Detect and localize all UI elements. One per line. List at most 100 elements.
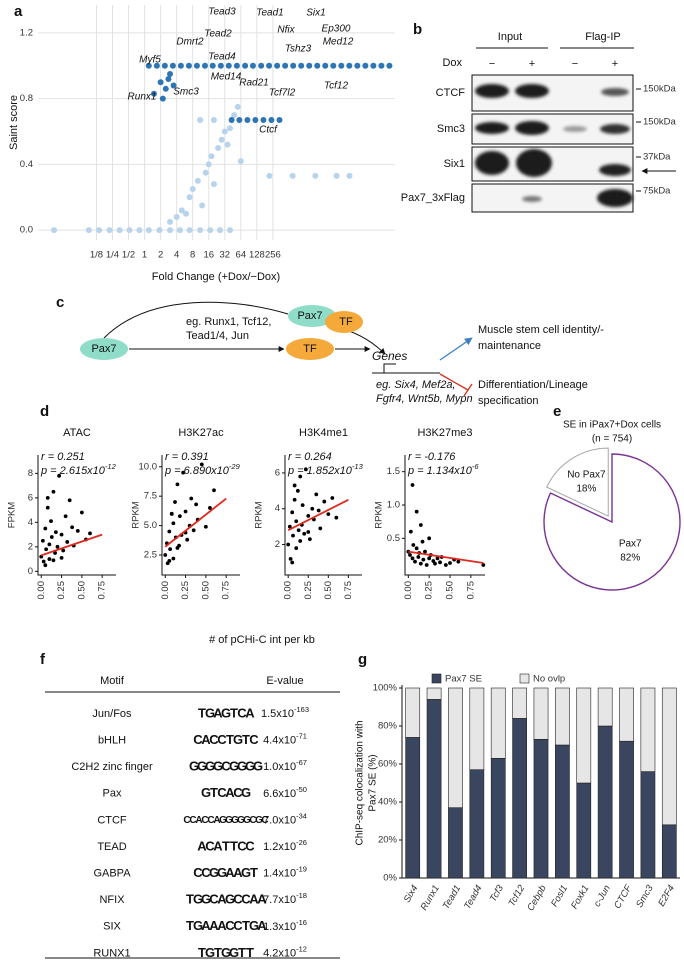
point — [177, 62, 184, 69]
logo-letter: A — [217, 918, 227, 933]
point — [75, 529, 80, 533]
y-axis-label: ChIP-seq colocalization with — [355, 720, 366, 845]
point — [47, 542, 52, 547]
point — [43, 563, 48, 568]
motif-name: SIX — [103, 921, 121, 933]
point — [334, 515, 339, 520]
logo-letter: G — [193, 892, 203, 907]
logo-letter: C — [189, 815, 196, 826]
band — [599, 164, 631, 176]
y-tick-label: 1.0 — [387, 500, 400, 511]
x-tick-label: 4 — [174, 250, 179, 261]
point — [170, 82, 177, 89]
y-tick-label: 2 — [28, 541, 33, 552]
outcome: specification — [478, 395, 539, 407]
point — [234, 103, 241, 110]
logo-letter: C — [233, 785, 243, 800]
point — [126, 227, 133, 234]
y-tick-label: 7.5 — [144, 491, 157, 502]
stat-r: r = 0.391 — [165, 451, 209, 463]
point — [51, 227, 58, 234]
point — [314, 62, 321, 69]
gene-label: Tead3 — [208, 7, 236, 18]
band — [475, 84, 509, 98]
p-exponent: -13 — [352, 462, 364, 471]
y-tick-label: 20% — [378, 835, 398, 846]
point — [212, 488, 216, 493]
x-tick-label: Tcf3 — [488, 883, 507, 904]
point — [435, 556, 440, 561]
point — [310, 506, 315, 511]
logo-letter: C — [193, 732, 203, 747]
x-tick-label: 0.00 — [403, 581, 414, 600]
x-tick-label: Foxk1 — [569, 883, 591, 911]
point — [173, 500, 177, 504]
logo-letter: G — [255, 815, 263, 826]
x-tick-label: Fosl1 — [549, 883, 570, 909]
logo-letter: G — [231, 815, 239, 826]
point — [185, 62, 192, 69]
logo-letter: G — [201, 785, 211, 800]
outcome: Muscle stem cell identity/- — [478, 324, 604, 336]
point — [53, 551, 57, 555]
pie-slice — [543, 453, 681, 591]
bar-segment — [661, 687, 677, 826]
stat-p: p = 2.615x10-12 — [40, 462, 117, 477]
x-axis-label: # of pCHi-C int per kb — [209, 634, 315, 646]
point — [290, 62, 297, 69]
bar-segment — [405, 687, 421, 738]
fit-line — [40, 533, 103, 557]
point — [266, 172, 273, 179]
point — [171, 521, 176, 526]
logo-letter: T — [246, 945, 254, 960]
y-tick-label: 100% — [373, 683, 398, 694]
bar-segment — [512, 718, 527, 879]
bar-segment — [576, 687, 592, 784]
y-tick-label: 0% — [383, 873, 397, 884]
point — [106, 227, 113, 234]
logo-letter: T — [198, 945, 206, 960]
logo-letter: G — [249, 918, 259, 933]
x-tick-label: 1 — [142, 250, 147, 261]
p-exponent: -29 — [229, 462, 241, 471]
bar-segment — [469, 687, 485, 770]
gene-label: Tead1 — [256, 8, 283, 19]
logo-letter: G — [221, 705, 231, 720]
logo-letter: A — [257, 892, 267, 907]
x-tick-label: 64 — [236, 250, 247, 261]
tf-examples: eg. Runx1, Tcf12, — [186, 316, 271, 328]
point — [208, 506, 212, 510]
point — [45, 495, 50, 500]
point — [43, 526, 48, 531]
tf-examples: Tead1/4, Jun — [186, 330, 249, 342]
point — [410, 483, 415, 487]
bar-segment — [533, 738, 549, 879]
point — [346, 62, 353, 69]
pie-slice — [546, 447, 609, 517]
point — [300, 503, 305, 508]
gene-label: Nfix — [277, 25, 295, 36]
bar-segment — [448, 687, 463, 808]
blot-row-label: CTCF — [436, 87, 466, 99]
e-value: 4.2x10-12 — [263, 944, 307, 959]
logo-letter: A — [233, 865, 243, 880]
logo-letter: C — [245, 838, 255, 853]
point — [322, 62, 329, 69]
point — [433, 561, 437, 566]
point — [145, 62, 152, 69]
point — [167, 227, 174, 234]
point — [199, 202, 206, 209]
point — [205, 161, 212, 168]
motif-name: RUNX1 — [93, 947, 130, 959]
logo-letter: C — [233, 918, 243, 933]
e-value: 1.2x10-26 — [263, 838, 307, 853]
logo-letter: A — [197, 838, 207, 853]
e-value: 1.4x10-19 — [263, 865, 307, 880]
y-axis-label: RPKM — [131, 501, 142, 529]
subplot-title: H3K4me1 — [299, 427, 348, 439]
y-tick-label: 0.8 — [20, 93, 33, 104]
panel-label: c — [56, 294, 64, 311]
y-tick-label: 4 — [28, 517, 33, 528]
gene-examples: Fgfr4, Wnt5b, Mypn — [376, 393, 473, 405]
point — [85, 227, 92, 234]
